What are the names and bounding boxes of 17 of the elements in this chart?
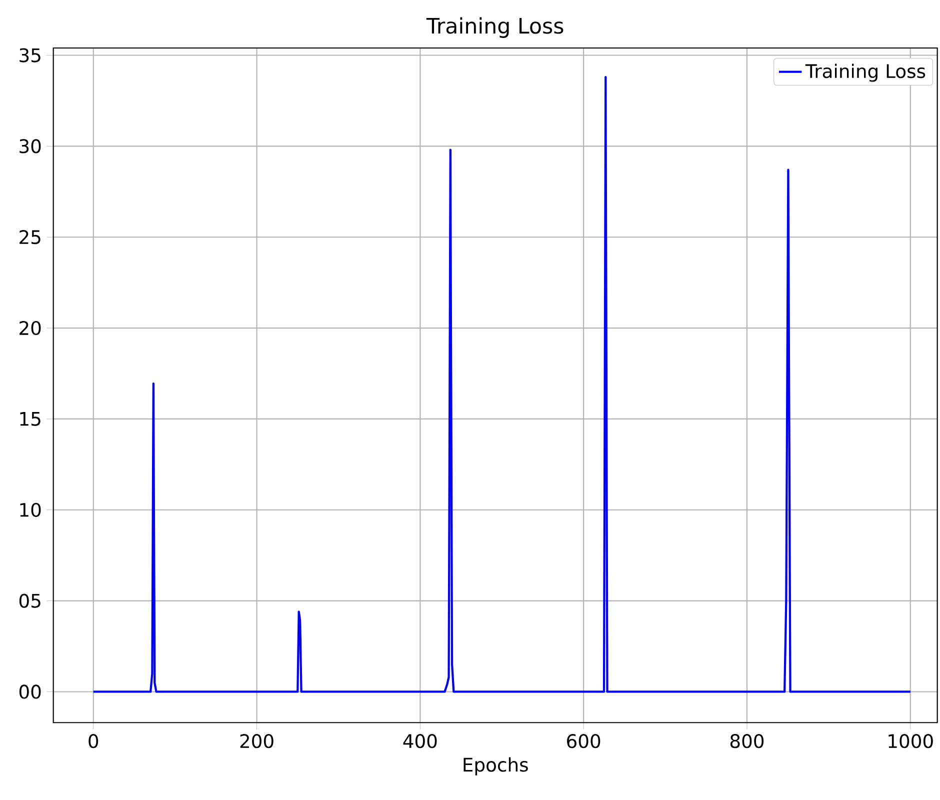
legend-label: Training Loss <box>805 64 926 82</box>
chart-title: Training Loss <box>426 17 564 38</box>
y-tick-label: 20 <box>20 320 41 336</box>
y-tick-label: 00 <box>19 684 41 699</box>
y-tick-label: 25 <box>20 230 40 244</box>
x-tick-label: 200 <box>240 734 274 748</box>
y-tick-label: 05 <box>19 594 40 608</box>
y-tick-label: 30 <box>20 139 41 154</box>
x-tick-label: 1000 <box>888 734 933 748</box>
x-tick-label: 400 <box>403 734 437 748</box>
x-tick-label: 800 <box>730 734 764 748</box>
x-tick-label: 0 <box>88 734 98 748</box>
y-tick-label: 35 <box>20 48 40 62</box>
x-axis-title: Epochs <box>464 757 528 776</box>
y-tick-label: 15 <box>20 412 40 426</box>
y-tick-label: 10 <box>20 502 41 517</box>
x-tick-label: 600 <box>567 734 600 748</box>
